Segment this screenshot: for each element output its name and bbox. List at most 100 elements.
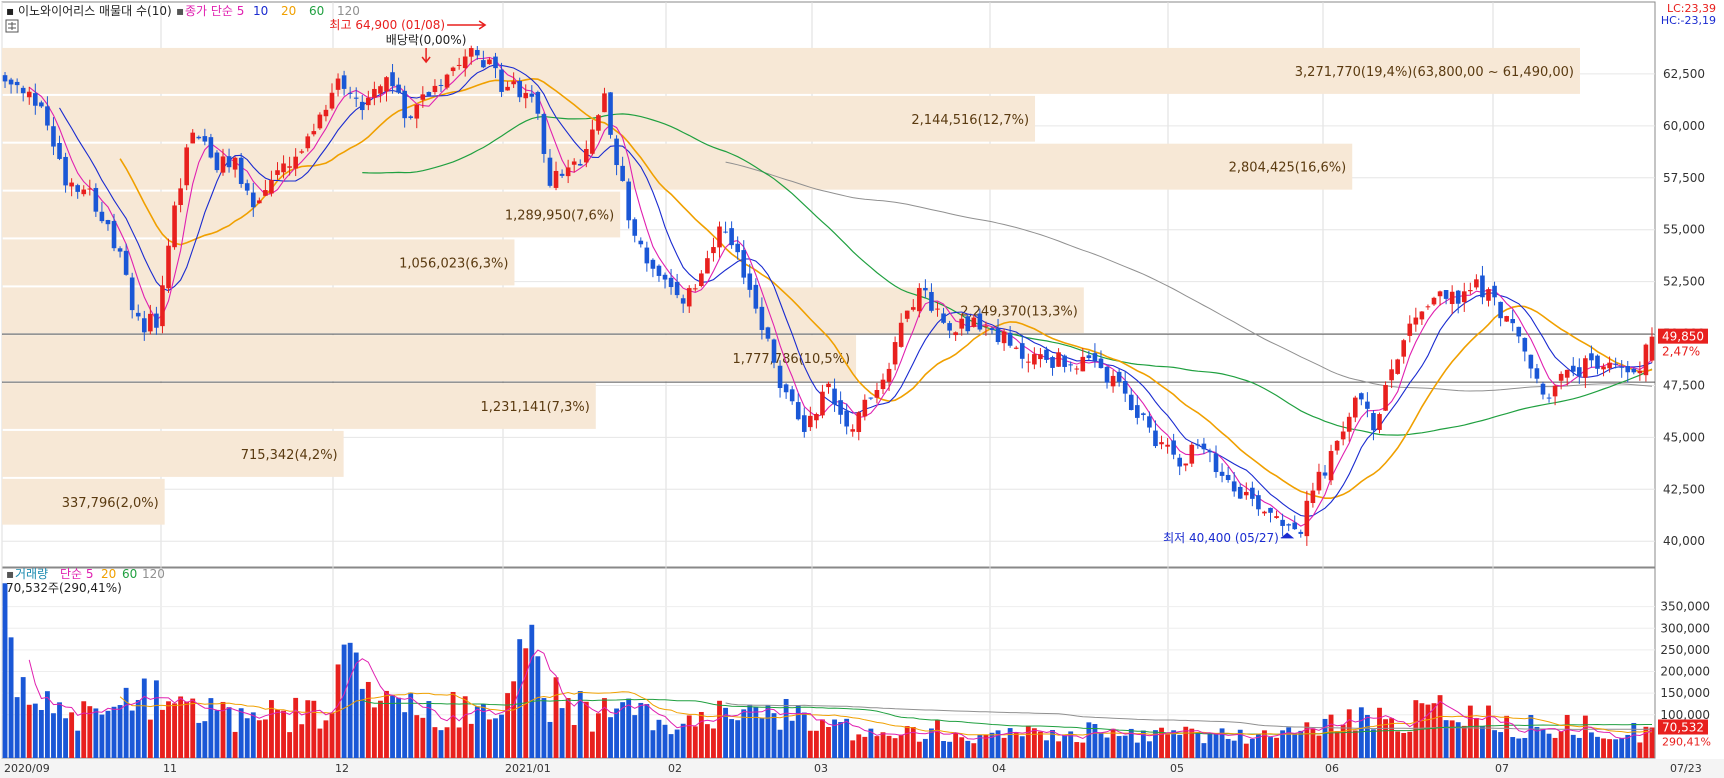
x-tick-label: 2021/01 (505, 762, 551, 775)
volume-bar (1007, 728, 1013, 758)
volume-profile-band (2, 287, 1084, 334)
candle-body (795, 402, 801, 420)
volume-bar (1480, 726, 1485, 758)
candle-body (1074, 368, 1080, 370)
candle-body (1135, 405, 1140, 418)
volume-bar (1213, 733, 1219, 758)
volume-bar (396, 697, 402, 758)
volume-bar (1122, 735, 1128, 758)
candle-body (244, 183, 250, 191)
candle-body (620, 165, 625, 181)
candle-body (1237, 486, 1243, 499)
volume-bar (1643, 726, 1649, 758)
ma-line-120 (725, 161, 1653, 392)
volume-bar (571, 724, 577, 758)
volume-bar (111, 706, 117, 758)
high-annotation: 최고 64,900 (01/08) (329, 18, 445, 32)
volume-bar (220, 701, 226, 758)
volume-bar (141, 678, 147, 758)
candle-body (1455, 290, 1461, 304)
volume-bar (813, 730, 819, 758)
low-arrow (1280, 532, 1295, 539)
low-annotation: 최저 40,400 (05/27) (1163, 531, 1279, 545)
volume-bar (1286, 727, 1292, 758)
candle-body (372, 88, 377, 98)
candle-body (511, 81, 516, 85)
volume-bar (347, 642, 353, 758)
candle-body (1147, 416, 1152, 428)
candle-body (880, 379, 886, 390)
volume-bar (1159, 727, 1164, 758)
x-tick-label: 11 (163, 762, 177, 775)
volume-bar (1255, 733, 1261, 758)
x-tick-label: 12 (335, 762, 349, 775)
volume-bar (535, 656, 541, 758)
volume-ma-legend: 20 (101, 567, 116, 581)
price-tick-label: 45,000 (1663, 430, 1705, 444)
candle-body (826, 383, 831, 388)
volume-bar (81, 701, 87, 758)
volume-bar (1183, 726, 1189, 758)
volume-bar (1189, 728, 1195, 758)
candle-body (668, 277, 674, 288)
candle-body (1601, 366, 1606, 370)
volume-bar (1431, 703, 1437, 758)
volume-bar (1570, 734, 1576, 758)
candle-body (1062, 355, 1067, 367)
candle-body (632, 219, 638, 236)
candle-body (1383, 385, 1388, 411)
volume-tick-label: 150,000 (1660, 686, 1710, 700)
volume-bar (1274, 737, 1279, 758)
candle-body (202, 136, 208, 142)
volume-bar (595, 713, 601, 758)
price-tick-label: 55,000 (1663, 223, 1705, 237)
candle-body (238, 157, 244, 184)
volume-bar (2, 583, 8, 758)
candle-body (287, 166, 292, 168)
volume-bar (1225, 738, 1231, 758)
volume-bar (1128, 728, 1134, 758)
volume-bar (462, 696, 468, 758)
candle-body (1595, 355, 1600, 369)
volume-bar (293, 697, 299, 758)
volume-bar (1486, 705, 1491, 758)
candle-body (8, 79, 14, 85)
volume-bar (226, 707, 232, 758)
candle-body (105, 219, 111, 225)
volume-bar (1171, 730, 1177, 758)
candle-body (747, 273, 753, 290)
volume-bar (359, 688, 365, 758)
volume-bar (353, 652, 359, 758)
candle-body (1026, 361, 1031, 363)
volume-bar (717, 700, 722, 758)
price-tick-label: 42,500 (1663, 482, 1705, 496)
candle-body (850, 429, 856, 432)
volume-bar (698, 711, 704, 758)
high-arrow (447, 20, 487, 30)
volume-bar (1195, 732, 1201, 758)
candle-body (172, 205, 177, 248)
candle-body (705, 258, 710, 274)
volume-legend-label: 거래량 (15, 567, 48, 581)
volume-bar (1528, 714, 1534, 758)
volume-bar (184, 701, 190, 758)
ma-legend-item: 종가 단순 5 (185, 4, 244, 18)
candle-body (1219, 471, 1225, 476)
candle-body (353, 97, 359, 99)
volume-profile-label: 1,056,023(6,3%) (399, 256, 508, 271)
x-tick-label: 03 (814, 762, 828, 775)
candle-body (1359, 393, 1364, 400)
candle-body (323, 109, 329, 117)
candle-body (801, 415, 807, 432)
candle-body (571, 161, 577, 165)
candle-body (656, 265, 662, 276)
volume-bar (995, 730, 1001, 758)
candle-body (390, 72, 395, 87)
volume-bar (692, 726, 698, 758)
candle-body (638, 240, 644, 245)
volume-bar (8, 637, 14, 758)
volume-bar (44, 691, 50, 758)
volume-bar (565, 698, 571, 758)
volume-bar (880, 732, 886, 758)
